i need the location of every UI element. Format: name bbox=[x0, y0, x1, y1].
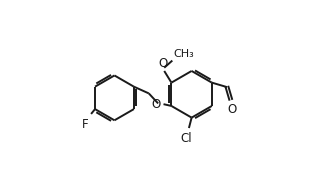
Text: O: O bbox=[159, 57, 168, 70]
Text: O: O bbox=[152, 98, 161, 111]
Text: O: O bbox=[227, 102, 236, 116]
Text: CH₃: CH₃ bbox=[173, 49, 194, 59]
Text: F: F bbox=[82, 118, 88, 131]
Text: Cl: Cl bbox=[180, 132, 192, 145]
